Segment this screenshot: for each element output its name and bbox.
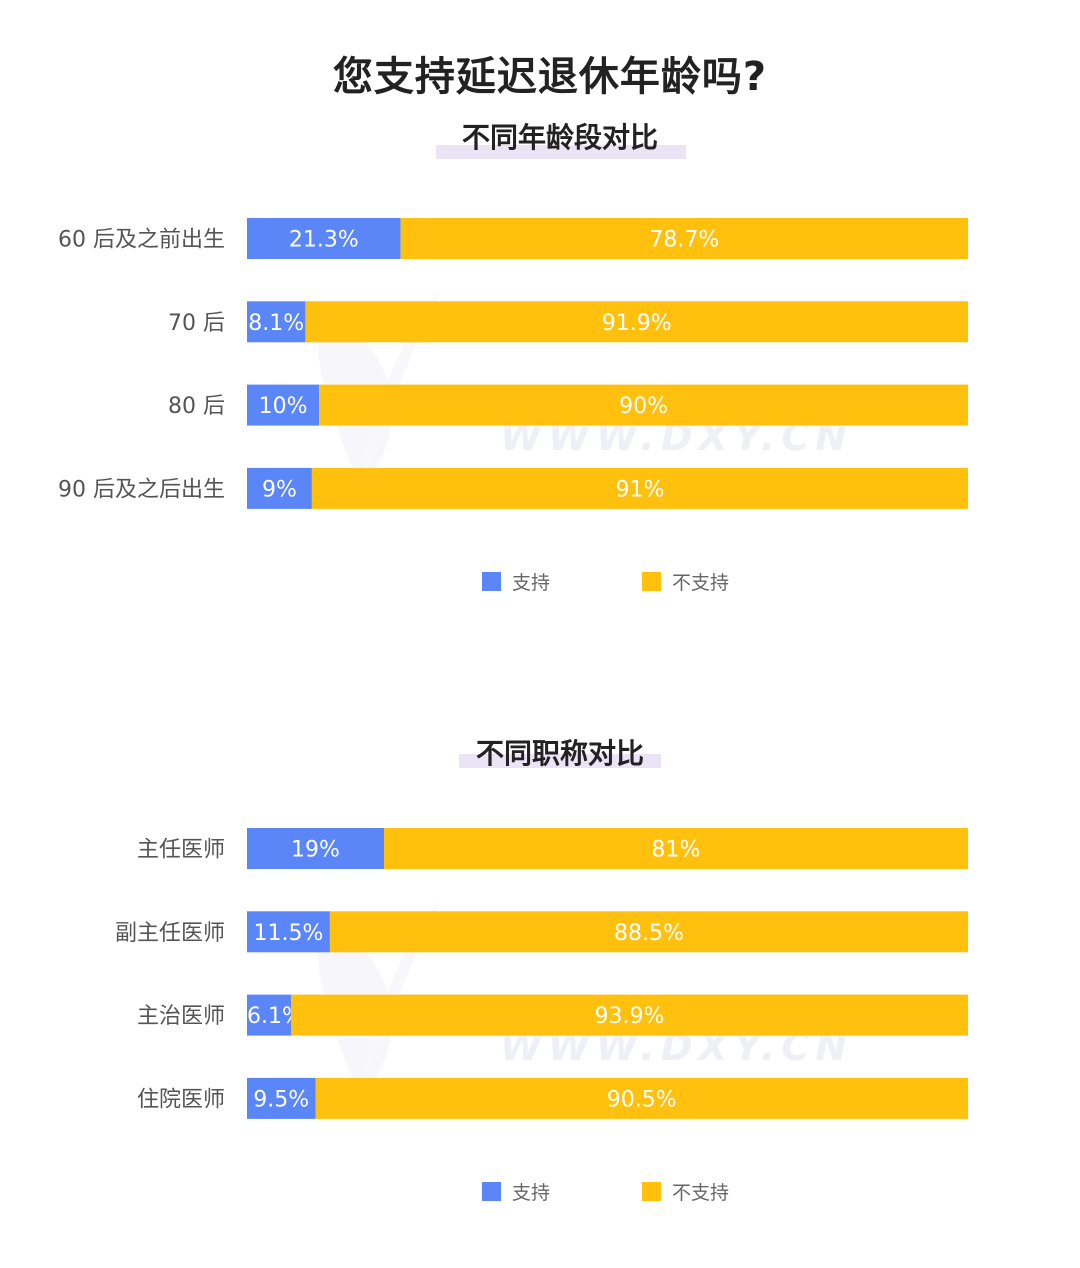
bar-segment-support [247,218,401,259]
legend-item-support: 支持 [482,1178,550,1205]
category-label: 80 后 [168,394,225,419]
bar-segment-not-support [319,384,969,426]
panel-title-highlight [459,754,661,768]
data-label: 93.9% [595,1004,665,1029]
legend-label-support: 支持 [512,572,551,594]
category-label: 70 后 [168,311,225,336]
bar-row: 80 后 10% 90% [168,384,969,426]
legend-swatch-support [482,572,501,591]
category-label: 副主任医师 [115,921,225,946]
data-label: 21.3% [289,228,359,253]
data-label: 9.5% [253,1087,309,1112]
data-label: 81% [652,838,701,863]
bar-row: 70 后 8.1% 91.9% [168,301,968,343]
legend-item-support: 支持 [482,568,550,595]
bar-row: 90 后及之后出生 9% 91% [58,467,968,509]
bar-row: 60 后及之前出生 21.3% 78.7% [58,218,968,259]
legend-label-not-support: 不支持 [672,572,730,594]
panel-title: 不同年龄段对比 [461,121,658,154]
bar-row: 主治医师 6.1% 93.9% [137,994,969,1036]
bar-segment-support [247,1077,316,1119]
professional-title-chart: 主任医师 19% 81% 副主任医师 11.5% 88.5% 主治医师 6.1% 93.9% 住院… [115,828,969,1119]
bar-segment-support [247,301,306,343]
legend-item-not-support: 不支持 [642,568,729,595]
category-label: 住院医师 [137,1087,225,1112]
category-label: 90 后及之后出生 [58,477,225,502]
category-label: 主任医师 [137,838,225,863]
bar-segment-support [247,828,384,869]
bar-segment-not-support [290,994,969,1036]
bar-row: 住院医师 9.5% 90.5% [137,1077,968,1119]
data-label: 19% [291,838,340,863]
data-label: 9% [262,477,297,502]
bar-segment-not-support [315,1077,968,1119]
panel-title: 不同职称对比 [475,737,644,770]
data-label: 91.9% [602,311,672,336]
data-label: 11.5% [254,921,324,946]
data-label: 78.7% [649,228,719,253]
legend-label-not-support: 不支持 [672,1182,730,1204]
bar-segment-support [247,994,291,1036]
bar-segment-support [247,384,320,426]
category-label: 主治医师 [137,1004,225,1029]
category-label: 60 后及之前出生 [58,228,225,253]
data-label: 8.1% [248,311,304,336]
bar-segment-not-support [305,301,968,343]
data-label: 10% [259,394,308,419]
bar-row: 副主任医师 11.5% 88.5% [115,911,968,953]
legend-item-not-support: 不支持 [642,1178,729,1205]
bar-segment-support [247,467,312,509]
data-label: 90.5% [607,1087,677,1112]
legend-swatch-not-support [642,572,661,591]
page-title: 您支持延迟退休年龄吗? [332,54,768,100]
bar-segment-not-support [383,828,968,869]
data-label: 88.5% [614,921,684,946]
bar-row: 主任医师 19% 81% [137,828,968,869]
legend-label-support: 支持 [512,1182,551,1204]
legend: 支持 不支持 [0,568,1080,595]
legend-swatch-support [482,1182,501,1201]
bar-segment-not-support [400,218,968,259]
legend-swatch-not-support [642,1182,661,1201]
legend: 支持 不支持 [0,1178,1080,1205]
bar-segment-support [247,911,330,953]
panel-title-highlight [436,145,686,159]
data-label: 91% [615,477,664,502]
age-group-chart: 60 后及之前出生 21.3% 78.7% 70 后 8.1% 91.9% 80 后 10% 9… [58,218,969,509]
data-label: 90% [619,394,668,419]
bar-segment-not-support [329,911,968,953]
bar-segment-not-support [311,467,968,509]
